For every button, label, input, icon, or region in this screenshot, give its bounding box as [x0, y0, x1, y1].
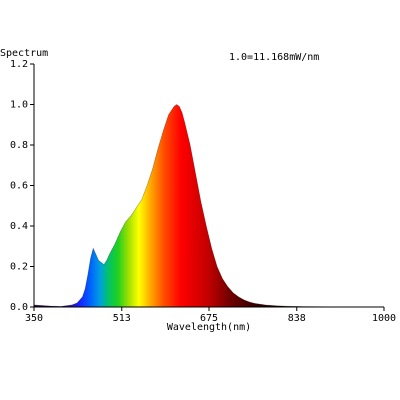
y-tick-label: 0.4 [10, 221, 28, 232]
scale-note: 1.0=11.168mW/nm [229, 52, 319, 63]
x-tick-label: 350 [25, 313, 43, 324]
y-tick-label: 0.8 [10, 140, 28, 151]
x-axis-label: Wavelength(nm) [167, 322, 251, 333]
y-tick-label: 0.2 [10, 262, 28, 273]
x-tick-label: 675 [200, 313, 218, 324]
plot-area [33, 104, 385, 308]
y-ticks: 0.0 0.2 0.4 0.6 0.8 1.0 1.2 [10, 59, 34, 313]
x-ticks: 350 513 675 838 1000 [25, 307, 396, 324]
spectrum-curve [33, 104, 385, 308]
y-axis-label: Spectrum [0, 48, 48, 59]
y-tick-label: 1.2 [10, 59, 28, 70]
x-tick-label: 513 [113, 313, 131, 324]
y-tick-label: 0.0 [10, 302, 28, 313]
spectrum-area [34, 104, 384, 307]
y-tick-label: 0.6 [10, 181, 28, 192]
x-tick-label: 838 [288, 313, 306, 324]
y-tick-label: 1.0 [10, 100, 28, 111]
x-tick-label: 1000 [372, 313, 396, 324]
